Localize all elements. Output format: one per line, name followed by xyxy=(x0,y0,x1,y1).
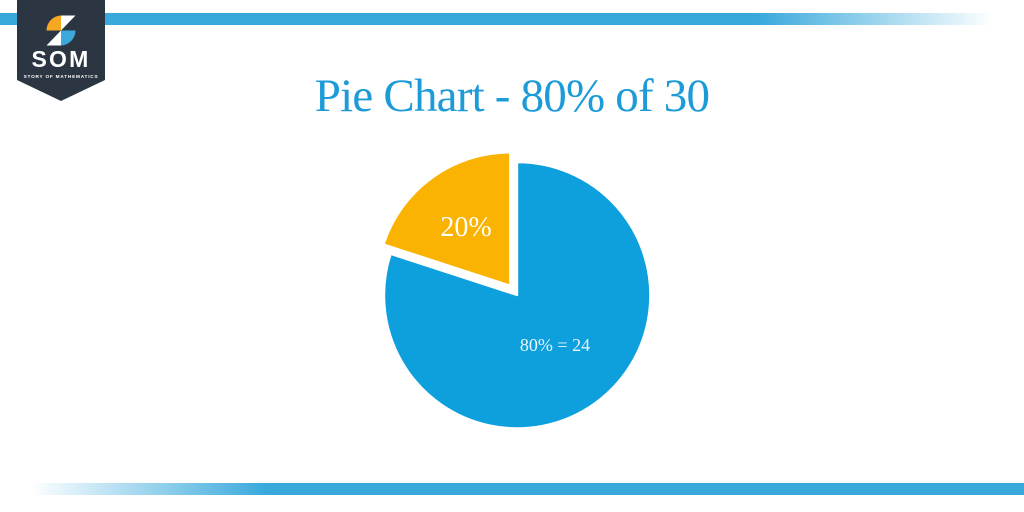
svg-text:20%: 20% xyxy=(440,212,491,243)
svg-text:80% = 24: 80% = 24 xyxy=(520,335,590,355)
